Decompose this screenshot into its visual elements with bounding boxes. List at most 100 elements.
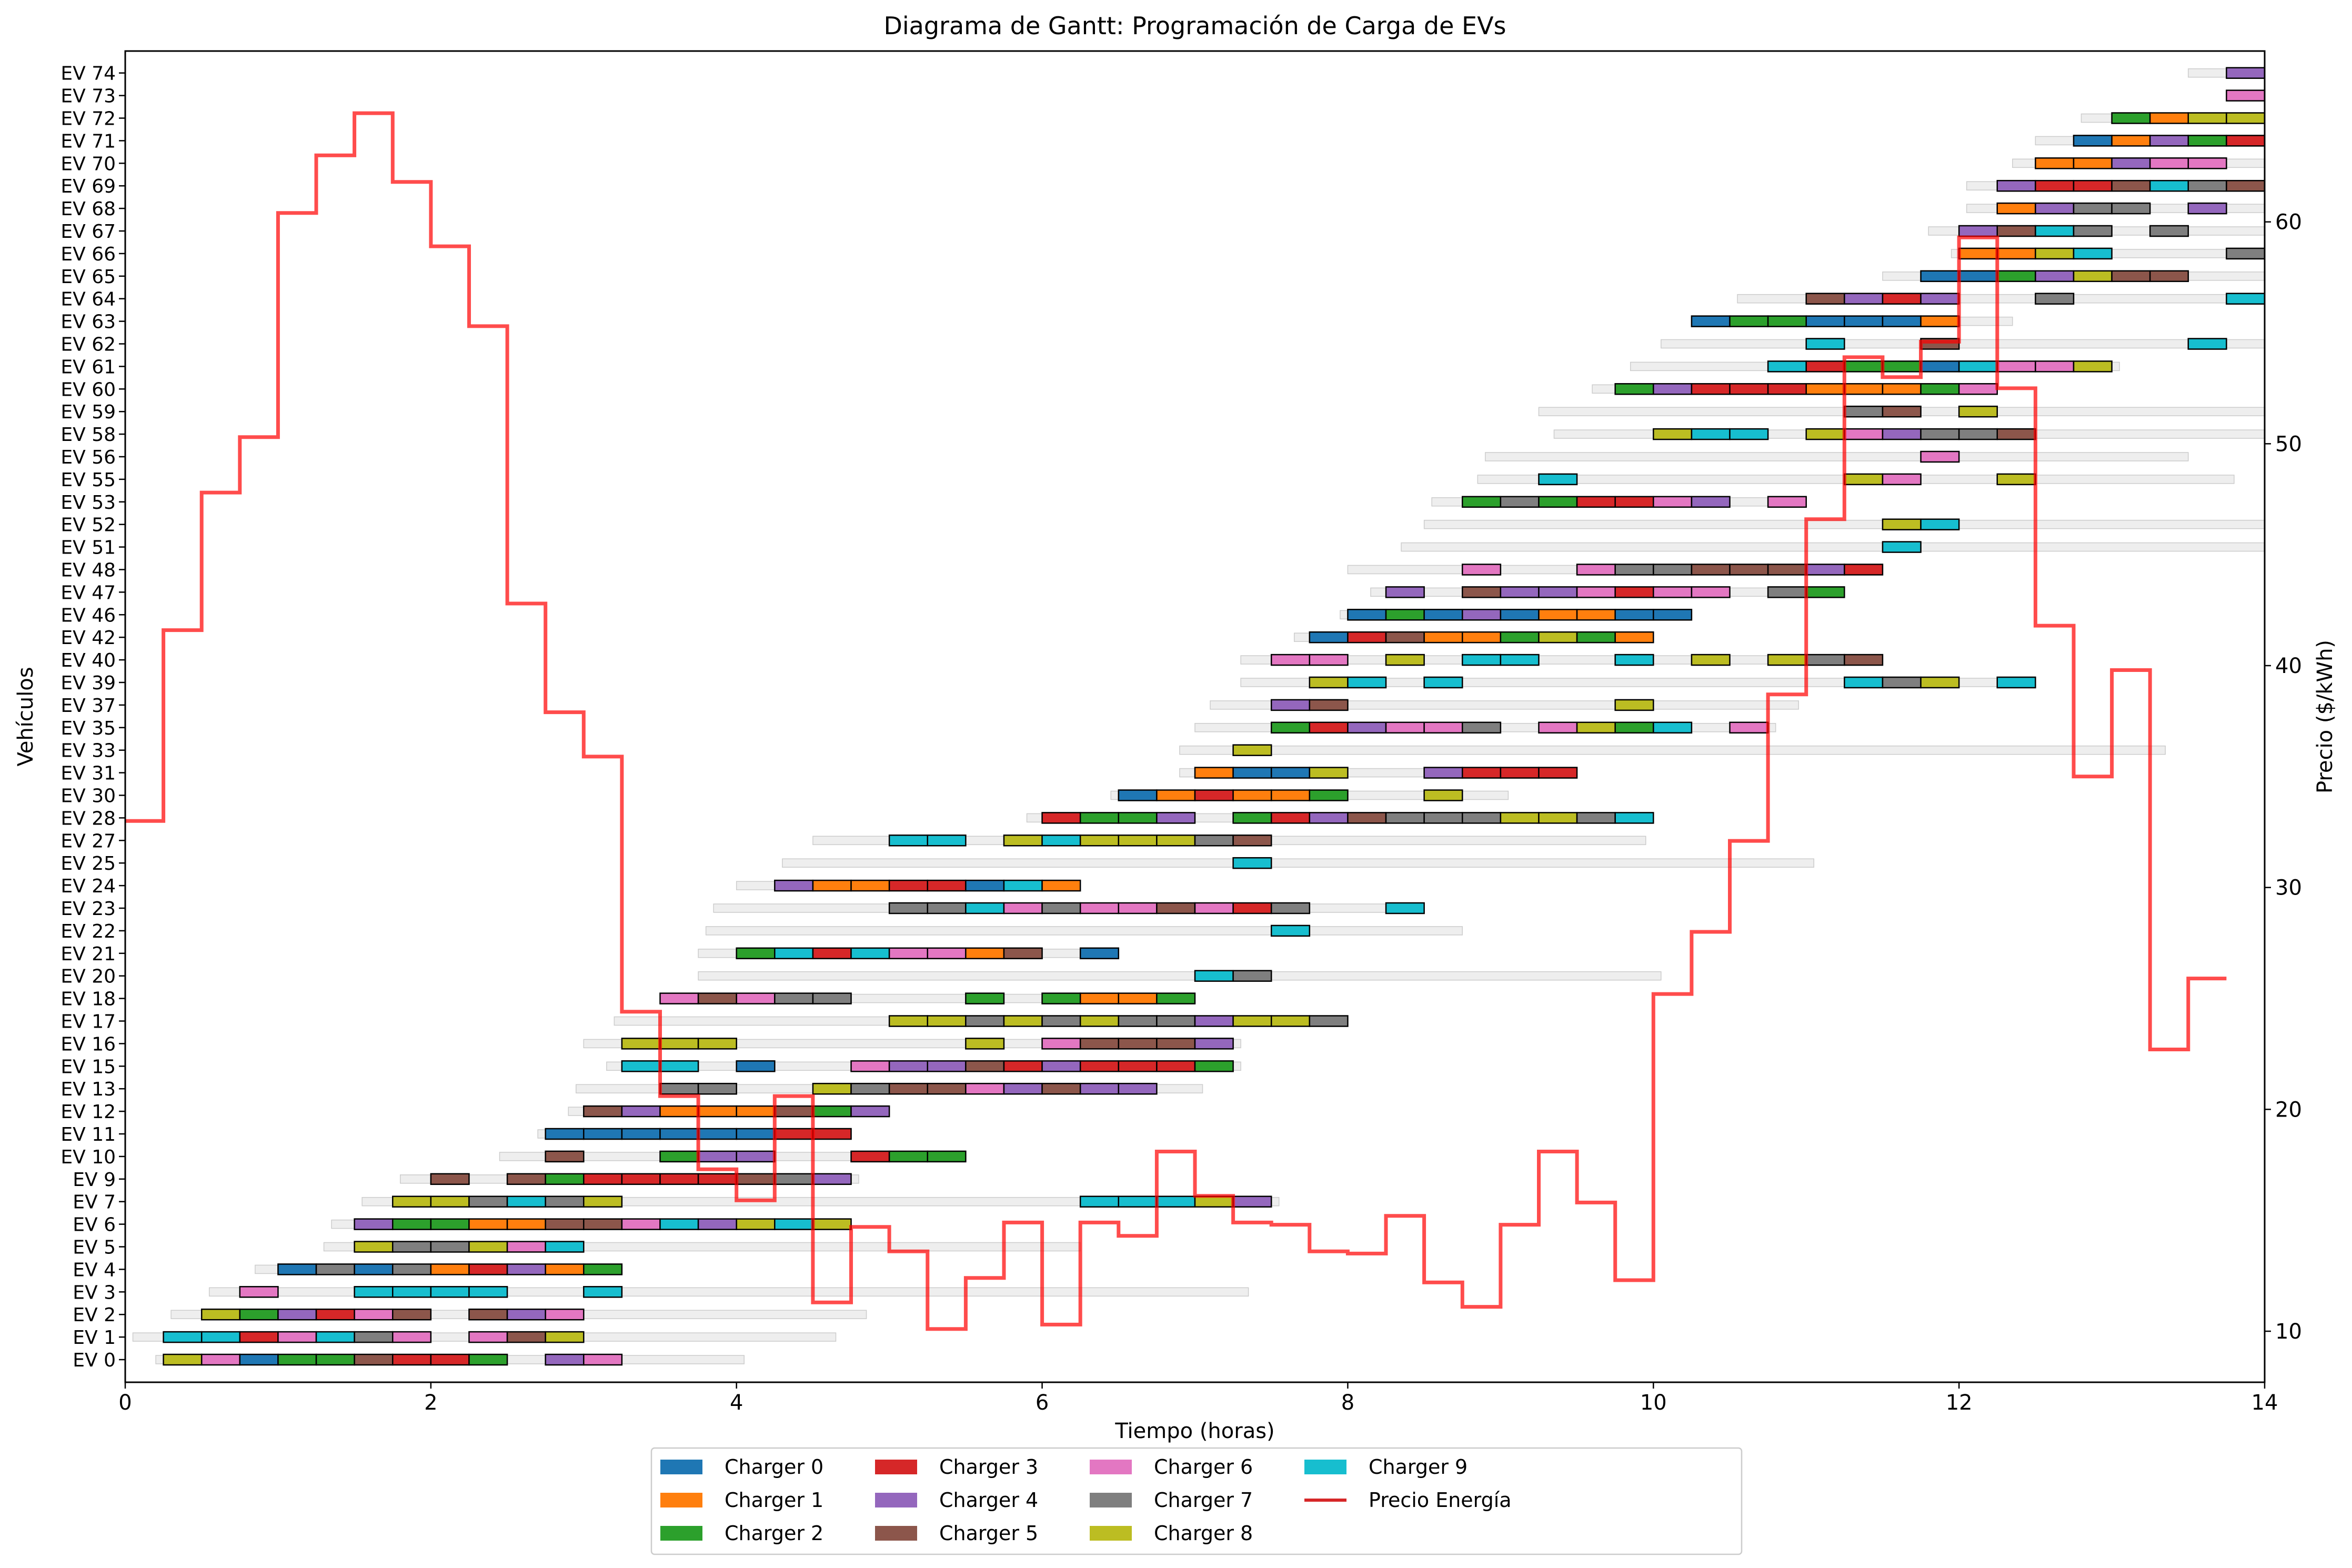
charging-block (2187, 157, 2227, 169)
charging-block (1958, 428, 1998, 440)
charging-block (2187, 135, 2227, 147)
charging-block (1576, 609, 1616, 621)
charging-block (659, 1218, 699, 1230)
charging-block (1194, 970, 1234, 982)
vehicle-label: EV 25 (61, 853, 116, 875)
charging-block (1385, 812, 1425, 824)
charging-block (1767, 383, 1807, 395)
charging-block (1920, 315, 1960, 327)
charging-block (1920, 270, 1960, 283)
charging-block (1003, 879, 1043, 892)
charging-block (736, 1218, 776, 1230)
vehicle-label: EV 63 (61, 311, 116, 333)
charging-block (1156, 992, 1196, 1004)
charging-block (1270, 789, 1311, 801)
charging-block (1385, 902, 1425, 914)
charging-block (2149, 112, 2189, 124)
vehicle-label: EV 4 (73, 1259, 116, 1281)
charging-block (2073, 157, 2113, 169)
charging-block (1996, 247, 2036, 260)
charging-block (239, 1286, 279, 1298)
charging-block (1079, 1082, 1120, 1095)
vehicle-label: EV 22 (61, 921, 116, 942)
vehicle-label: EV 35 (61, 718, 116, 739)
charging-block (277, 1353, 317, 1366)
charging-block (583, 1105, 623, 1118)
charging-block (1500, 496, 1540, 508)
charging-block (1309, 1015, 1349, 1027)
availability-window (1423, 519, 2265, 529)
charging-block (774, 1105, 814, 1118)
charging-block (1844, 383, 1884, 395)
charging-block (1156, 1060, 1196, 1072)
charging-block (697, 1038, 737, 1050)
vehicle-label: EV 72 (61, 108, 116, 130)
vehicle-label: EV 46 (61, 605, 116, 626)
vehicle-label: EV 58 (61, 424, 116, 446)
charging-block (1691, 315, 1731, 327)
charging-block (354, 1331, 394, 1343)
charging-block (1194, 1195, 1234, 1208)
charging-block (468, 1286, 508, 1298)
x-tick-label: 8 (1341, 1391, 1354, 1415)
y2-tick-label: 20 (2275, 1098, 2302, 1122)
y2-tick-label: 50 (2275, 432, 2302, 456)
charging-block (1576, 631, 1616, 644)
availability-window (698, 971, 1662, 981)
vehicle-label: EV 28 (61, 808, 116, 829)
charging-block (621, 1218, 661, 1230)
charging-block (1538, 473, 1578, 486)
charging-block (2226, 89, 2266, 102)
charging-block (1653, 428, 1693, 440)
vehicle-label: EV 13 (61, 1079, 116, 1100)
charging-block (1079, 902, 1120, 914)
vehicle-label: EV 12 (61, 1101, 116, 1123)
charging-block (392, 1308, 432, 1321)
charging-block (1347, 631, 1387, 644)
charging-block (965, 1082, 1005, 1095)
charging-block (1805, 428, 1845, 440)
vehicle-label: EV 31 (61, 763, 116, 785)
charging-block (736, 992, 776, 1004)
legend-label: Charger 2 (725, 1522, 823, 1545)
charging-block (1041, 992, 1081, 1004)
charging-block (1576, 721, 1616, 734)
charging-block (1309, 767, 1349, 779)
charging-block (1882, 315, 1922, 327)
x-tick-label: 14 (2252, 1391, 2278, 1415)
charging-block (2111, 112, 2151, 124)
charging-block (1691, 586, 1731, 598)
vehicle-label: EV 60 (61, 379, 116, 400)
charging-block (1194, 835, 1234, 847)
y2-tick-label: 30 (2275, 876, 2302, 900)
legend-swatch (875, 1460, 917, 1474)
charging-block (354, 1263, 394, 1275)
charging-block (315, 1263, 355, 1275)
charging-block (927, 1150, 967, 1163)
vehicle-label: EV 37 (61, 695, 116, 717)
charging-block (2035, 270, 2075, 283)
charging-block (965, 992, 1005, 1004)
charging-block (506, 1195, 546, 1208)
charging-block (1118, 992, 1158, 1004)
vehicle-label: EV 64 (61, 289, 116, 310)
charging-block (659, 1105, 699, 1118)
charging-block (659, 1150, 699, 1163)
charging-block (1309, 789, 1349, 801)
vehicle-label: EV 15 (61, 1056, 116, 1078)
charging-block (1844, 428, 1884, 440)
charging-block (583, 1218, 623, 1230)
charging-block (468, 1263, 508, 1275)
charging-block (965, 879, 1005, 892)
charging-block (2035, 202, 2075, 215)
charging-block (1385, 721, 1425, 734)
y2-tick-label: 10 (2275, 1320, 2302, 1344)
charging-block (1614, 812, 1654, 824)
legend-label: Charger 4 (939, 1489, 1038, 1512)
charging-block (1538, 812, 1578, 824)
vehicle-label: EV 30 (61, 786, 116, 807)
charging-block (1232, 1195, 1272, 1208)
charging-block (1041, 879, 1081, 892)
charging-block (850, 879, 890, 892)
charging-block (1232, 857, 1272, 869)
